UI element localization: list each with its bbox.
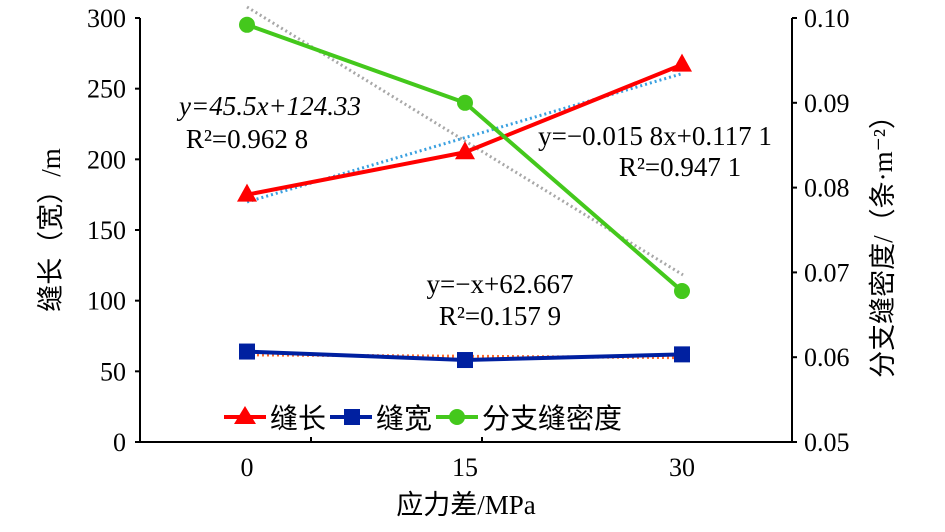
y-tick-label: 150 <box>87 216 126 245</box>
y-tick-label: 0 <box>113 428 126 457</box>
data-point-circle <box>457 94 473 111</box>
y-right-tick-label: 0.07 <box>804 258 850 287</box>
legend-label-width: 缝宽 <box>376 403 432 435</box>
y-axis-label: 缝长（宽）/m <box>36 148 66 312</box>
data-point-square <box>674 346 690 363</box>
data-point-circle <box>674 283 690 300</box>
y-right-tick-label: 0.06 <box>804 343 850 372</box>
y-tick-label: 200 <box>87 145 126 174</box>
data-point-square <box>457 352 473 369</box>
legend: 缝长 缝宽 分支缝密度 <box>224 403 622 435</box>
y-axis-right-label: 分支缝密度/（条·m⁻²） <box>868 102 898 378</box>
legend-marker-density <box>449 409 465 425</box>
legend-marker-width <box>344 409 360 425</box>
trend-eq-length: y=45.5x+124.33 <box>176 91 361 121</box>
y-tick-label: 50 <box>100 357 126 386</box>
trend-r2-density: R²=0.947 1 <box>619 152 741 182</box>
legend-marker-length <box>234 406 256 424</box>
y-tick-label: 300 <box>87 4 126 33</box>
x-tick-label: 15 <box>452 453 478 482</box>
data-point-square <box>239 343 255 360</box>
trend-r2-length: R²=0.962 8 <box>186 124 308 154</box>
x-tick-label: 30 <box>669 453 695 482</box>
trend-eq-width: y=−x+62.667 <box>427 269 574 299</box>
y-right-tick-label: 0.09 <box>804 89 850 118</box>
x-axis-label: 应力差/MPa <box>396 490 536 520</box>
trend-eq-density: y=−0.015 8x+0.117 1 <box>538 121 772 151</box>
data-point-circle <box>239 16 255 33</box>
y-tick-label: 100 <box>87 287 126 316</box>
y-right-tick-label: 0.08 <box>804 174 850 203</box>
trend-r2-width: R²=0.157 9 <box>439 301 561 331</box>
y-tick-label: 250 <box>87 75 126 104</box>
data-point-triangle <box>237 183 257 202</box>
x-tick-label: 0 <box>241 453 254 482</box>
data-point-triangle <box>455 141 475 160</box>
legend-label-length: 缝长 <box>270 403 326 435</box>
legend-label-density: 分支缝密度 <box>482 403 622 435</box>
data-point-triangle <box>672 53 692 72</box>
y-right-tick-label: 0.05 <box>804 428 850 457</box>
y-right-tick-label: 0.10 <box>804 4 850 33</box>
